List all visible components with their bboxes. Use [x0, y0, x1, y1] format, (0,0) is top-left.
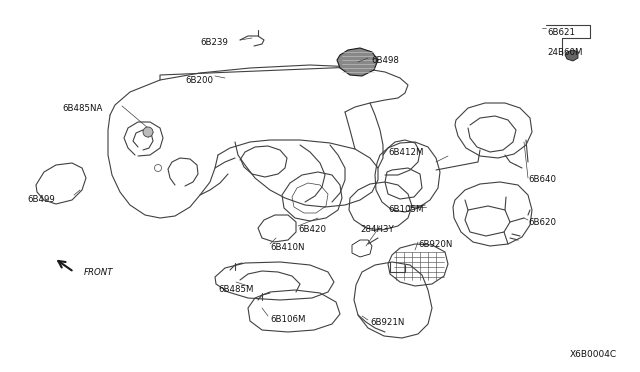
Text: 6B410N: 6B410N — [270, 243, 305, 252]
Text: 6B412M: 6B412M — [388, 148, 424, 157]
Text: 6B485NA: 6B485NA — [62, 104, 102, 113]
Text: 6B105M: 6B105M — [388, 205, 424, 214]
Polygon shape — [337, 48, 378, 76]
Text: 6B920N: 6B920N — [418, 240, 452, 249]
Text: 6B640: 6B640 — [528, 175, 556, 184]
Text: 6B921N: 6B921N — [370, 318, 404, 327]
Text: X6B0004C: X6B0004C — [570, 350, 617, 359]
Text: 6B485M: 6B485M — [218, 285, 253, 294]
Text: 6B239: 6B239 — [200, 38, 228, 47]
Text: FRONT: FRONT — [84, 268, 113, 277]
Text: 6B499: 6B499 — [27, 195, 55, 204]
Text: 6B420: 6B420 — [298, 225, 326, 234]
Text: 24B60M: 24B60M — [547, 48, 582, 57]
Text: 6B498: 6B498 — [371, 56, 399, 65]
Text: 6B200: 6B200 — [185, 76, 213, 85]
Text: 6B621: 6B621 — [547, 28, 575, 37]
Text: 6B106M: 6B106M — [270, 315, 305, 324]
Circle shape — [143, 127, 153, 137]
Polygon shape — [565, 50, 578, 61]
Text: 284H3Y: 284H3Y — [360, 225, 394, 234]
Text: 6B620: 6B620 — [528, 218, 556, 227]
